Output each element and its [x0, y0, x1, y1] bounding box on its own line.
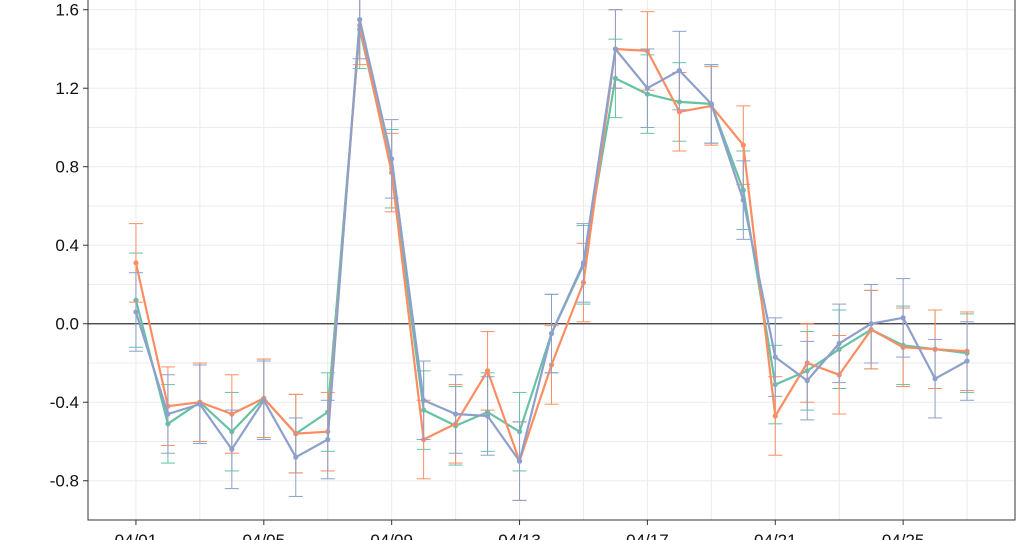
y-tick-label: 0.4 [55, 236, 79, 255]
data-point [612, 46, 619, 52]
data-point [484, 413, 491, 419]
data-point [740, 142, 746, 148]
data-point [676, 67, 682, 74]
x-tick-label: 04/01 [115, 531, 158, 540]
data-point [165, 411, 171, 417]
data-point [229, 446, 235, 452]
data-point [964, 358, 970, 364]
data-point [804, 378, 810, 384]
data-point [548, 330, 555, 337]
data-point [644, 85, 650, 91]
data-point [836, 340, 842, 346]
data-point [868, 321, 874, 327]
series-3 [128, 0, 975, 501]
data-point [900, 315, 906, 321]
x-tick-label: 04/09 [370, 531, 413, 540]
y-tick-label: 1.6 [55, 1, 79, 20]
data-point [932, 376, 938, 382]
y-tick-label: -0.4 [50, 393, 79, 412]
data-point [772, 354, 778, 360]
plot-area [87, 0, 1016, 521]
data-point [580, 260, 587, 266]
x-tick-label: 04/17 [626, 531, 669, 540]
y-axis: -0.8 -0.4 0.0 0.4 0.8 1.2 1.6 [50, 1, 88, 491]
y-tick-label: 0.8 [55, 158, 79, 177]
data-point [708, 101, 714, 107]
x-tick-label: 04/25 [882, 531, 925, 540]
data-point [133, 260, 139, 266]
x-tick-label: 04/05 [243, 531, 286, 540]
x-tick-label: 04/13 [498, 531, 541, 540]
y-tick-label: 0.0 [55, 315, 79, 334]
data-point [293, 454, 299, 460]
data-point [453, 411, 459, 417]
y-tick-label: 1.2 [55, 79, 79, 98]
data-point [772, 413, 778, 419]
x-axis: 04/01 04/05 04/09 04/13 04/17 04/21 04/25 [115, 520, 925, 540]
y-tick-label: -0.8 [50, 472, 79, 491]
data-point [389, 156, 395, 162]
data-point [325, 436, 331, 443]
x-tick-label: 04/21 [754, 531, 797, 540]
data-point [740, 197, 746, 203]
data-point [484, 368, 491, 374]
data-point [421, 397, 427, 403]
data-point [197, 401, 203, 407]
data-point [676, 109, 682, 115]
data-point [357, 16, 363, 23]
data-point [261, 397, 267, 403]
series-group [128, 0, 975, 501]
data-point [133, 309, 139, 315]
data-point [516, 458, 523, 464]
